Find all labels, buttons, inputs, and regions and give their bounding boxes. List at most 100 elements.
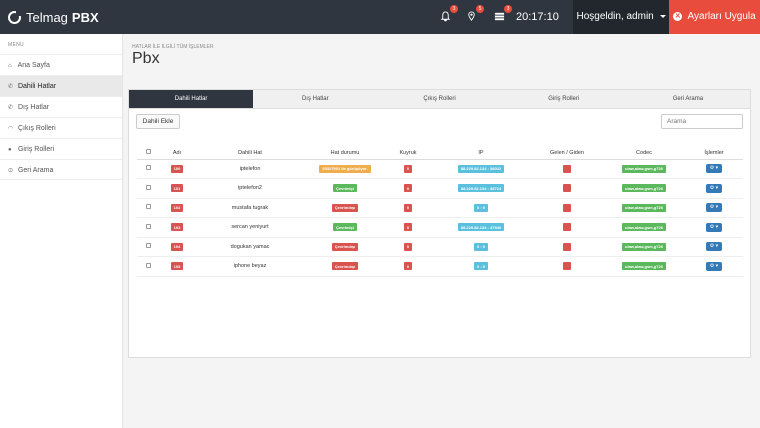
table-row: 103 sercan yeniyurt Çevrimiçi 0 88.229.82.13… <box>137 217 743 238</box>
direction-cell <box>531 178 603 199</box>
ip-cell: 0 : 0 <box>431 237 531 257</box>
user-greeting: Hoşgeldin, admin <box>576 11 654 22</box>
actions-cell: ⚙ ▾ <box>685 198 743 218</box>
page-title: Pbx <box>132 50 160 67</box>
codec-cell: ulaw,alaw,gsm,g726 <box>603 198 685 218</box>
status-badge: Çevrimdışı <box>331 203 359 212</box>
add-extension-button[interactable]: Dahili Ekle <box>136 114 180 129</box>
sidebar-item-dahili-hatlar[interactable]: ✆ Dahili Hatlar <box>0 75 122 96</box>
row-select-cell[interactable] <box>137 217 159 238</box>
sidebar-item-giris-rolleri[interactable]: ● Giriş Rolleri <box>0 138 122 159</box>
column-header-ip: IP <box>431 147 531 160</box>
row-actions-button[interactable]: ⚙ ▾ <box>706 222 722 232</box>
status-badge: Çevrimdışı <box>331 262 359 271</box>
notification-count-badge: 3 <box>450 5 458 13</box>
direction-badge <box>563 184 571 193</box>
tasks-button[interactable]: 3 <box>490 5 512 26</box>
brand-logo[interactable]: Telmag PBX <box>8 0 99 34</box>
codec-badge: ulaw,alaw,gsm,g726 <box>622 242 666 251</box>
ip-badge: 88.229.82.134 : 38032 <box>457 164 505 173</box>
direction-cell <box>531 256 603 277</box>
actions-cell: ⚙ ▾ <box>685 159 743 179</box>
select-all-checkbox[interactable] <box>145 149 151 155</box>
search-input[interactable] <box>661 114 743 129</box>
brand-name: Telmag <box>26 9 68 25</box>
direction-badge <box>563 223 571 232</box>
tab-dahili-hatlar[interactable]: Dahili Hatlar <box>129 90 254 108</box>
queue-badge: 0 <box>403 223 413 232</box>
row-checkbox[interactable] <box>145 223 151 229</box>
column-header-extension: Dahili Hat <box>195 147 305 160</box>
direction-badge <box>563 203 571 212</box>
chevron-down-icon <box>659 14 666 18</box>
row-actions-button[interactable]: ⚙ ▾ <box>706 183 722 193</box>
queue-cell: 0 <box>385 217 431 238</box>
column-header-queue: Kuyruk <box>385 147 431 160</box>
ip-cell: 88.229.82.134 : 38724 <box>431 178 531 199</box>
select-all-header[interactable] <box>137 147 159 160</box>
logo-icon <box>8 10 21 24</box>
tab-cikis-rolleri[interactable]: Çıkış Rolleri <box>423 96 456 102</box>
table-row: 105 iphone beyaz Çevrimdışı 0 0 : 0 ulaw,ala… <box>137 256 743 277</box>
extension-number-badge: 104 <box>170 242 184 251</box>
sidebar-item-label: Ana Sayfa <box>17 62 50 69</box>
location-button[interactable]: 5 <box>462 5 484 26</box>
direction-badge <box>563 242 571 251</box>
ext-cell: 100 <box>159 159 195 179</box>
breadcrumb: HATLAR İLE İLGİLİ TÜM İŞLEMLER <box>132 44 214 50</box>
row-checkbox[interactable] <box>145 262 151 268</box>
location-count-badge: 5 <box>476 5 484 13</box>
headset-icon: ◠ <box>8 126 14 132</box>
table-row: 104 dogukan yamac Çevrimdışı 0 0 : 0 ulaw,al… <box>137 237 743 257</box>
sidebar-item-cikis-rolleri[interactable]: ◠ Çıkış Rolleri <box>0 117 122 138</box>
row-actions-button[interactable]: ⚙ ▾ <box>706 242 722 252</box>
status-cell: Çevrimiçi <box>305 178 385 199</box>
row-select-cell[interactable] <box>137 198 159 218</box>
row-select-cell[interactable] <box>137 256 159 277</box>
tab-bar: Dahili Hatlar Dış Hatlar Çıkış Rolleri G… <box>129 90 750 109</box>
ip-badge: 0 : 0 <box>473 242 488 251</box>
codec-cell: ulaw,alaw,gsm,g726 <box>603 178 685 199</box>
extension-name: mustafa tugrak <box>195 198 305 218</box>
row-actions-button[interactable]: ⚙ ▾ <box>706 203 722 213</box>
queue-badge: 0 <box>403 262 413 271</box>
sidebar-item-geri-arama[interactable]: ⊙ Geri Arama <box>0 159 122 180</box>
actions-cell: ⚙ ▾ <box>685 256 743 277</box>
row-checkbox[interactable] <box>145 184 151 190</box>
list-icon <box>494 12 504 21</box>
codec-cell: ulaw,alaw,gsm,g726 <box>603 159 685 179</box>
queue-badge: 0 <box>403 242 413 251</box>
caret-down-icon: ▾ <box>715 262 719 269</box>
tab-geri-arama[interactable]: Geri Arama <box>672 96 704 102</box>
row-checkbox[interactable] <box>145 165 151 171</box>
caret-down-icon: ▾ <box>715 243 719 250</box>
caret-down-icon: ▾ <box>715 165 719 172</box>
column-header-name: Adı <box>159 147 195 160</box>
table-row: 102 mustafa tugrak Çevrimdışı 0 0 : 0 ulaw,a… <box>137 198 743 218</box>
codec-badge: ulaw,alaw,gsm,g726 <box>622 164 666 173</box>
tab-dis-hatlar[interactable]: Dış Hatlar <box>301 96 329 102</box>
sidebar-item-dis-hatlar[interactable]: ✆ Dış Hatlar <box>0 96 122 117</box>
home-icon: ⌂ <box>8 63 12 69</box>
tab-giris-rolleri[interactable]: Giriş Rolleri <box>548 96 580 102</box>
row-select-cell[interactable] <box>137 178 159 199</box>
extension-number-badge: 105 <box>170 262 184 271</box>
row-checkbox[interactable] <box>145 243 151 249</box>
sidebar-item-ana-sayfa[interactable]: ⌂ Ana Sayfa <box>0 54 122 75</box>
direction-badge <box>563 262 571 271</box>
user-menu-dropdown[interactable]: Hoşgeldin, admin <box>573 0 669 34</box>
direction-cell <box>531 237 603 257</box>
top-navbar: Telmag PBX 3 5 3 20:17:10 Hoşgeldin, adm… <box>0 0 760 34</box>
column-header-actions: İşlemler <box>685 147 743 160</box>
direction-cell <box>531 159 603 179</box>
row-actions-button[interactable]: ⚙ ▾ <box>706 164 722 174</box>
caret-down-icon: ▾ <box>715 184 719 191</box>
gear-icon: ⚙ <box>709 204 715 211</box>
row-actions-button[interactable]: ⚙ ▾ <box>706 261 722 271</box>
sidebar: MENU ⌂ Ana Sayfa ✆ Dahili Hatlar ✆ Dış H… <box>0 34 123 428</box>
row-select-cell[interactable] <box>137 159 159 179</box>
row-checkbox[interactable] <box>145 204 151 210</box>
notifications-bell-button[interactable]: 3 <box>436 5 458 26</box>
apply-settings-button[interactable]: ✕ Ayarları Uygula <box>669 0 760 34</box>
row-select-cell[interactable] <box>137 237 159 257</box>
